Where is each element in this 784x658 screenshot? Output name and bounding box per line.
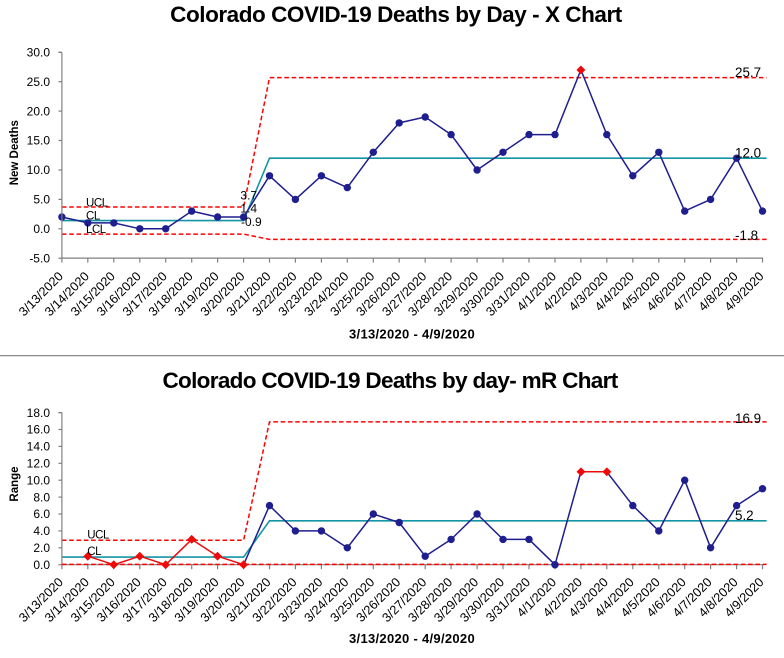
svg-text:15.0: 15.0 xyxy=(27,134,51,148)
svg-text:6.0: 6.0 xyxy=(33,507,50,521)
svg-text:3/13/2020 - 4/9/2020: 3/13/2020 - 4/9/2020 xyxy=(349,327,475,342)
svg-text:20.0: 20.0 xyxy=(27,104,51,118)
svg-text:12.0: 12.0 xyxy=(735,146,761,161)
svg-text:4.0: 4.0 xyxy=(33,524,50,538)
svg-text:LCL: LCL xyxy=(86,224,107,236)
svg-text:1.4: 1.4 xyxy=(240,202,257,216)
svg-text:18.0: 18.0 xyxy=(27,406,51,420)
svg-text:10.0: 10.0 xyxy=(27,163,51,177)
svg-text:-5.0: -5.0 xyxy=(29,251,50,265)
svg-text:-1.8: -1.8 xyxy=(735,228,758,243)
svg-text:12.0: 12.0 xyxy=(27,457,51,471)
svg-text:10.0: 10.0 xyxy=(27,473,51,487)
svg-text:3/13/2020 - 4/9/2020: 3/13/2020 - 4/9/2020 xyxy=(349,631,475,646)
svg-text:5.2: 5.2 xyxy=(735,508,754,523)
svg-text:2.0: 2.0 xyxy=(33,541,50,555)
svg-text:25.7: 25.7 xyxy=(735,65,761,80)
svg-text:16.0: 16.0 xyxy=(27,423,51,437)
svg-text:16.9: 16.9 xyxy=(735,411,761,426)
svg-text:5.0: 5.0 xyxy=(33,193,50,207)
svg-text:UCL: UCL xyxy=(87,530,110,542)
svg-text:CL: CL xyxy=(87,546,102,558)
svg-text:Range: Range xyxy=(9,466,21,501)
svg-text:New Deaths: New Deaths xyxy=(9,120,21,185)
svg-text:Colorado COVID-19 Deaths by Da: Colorado COVID-19 Deaths by Day - X Char… xyxy=(170,2,623,27)
svg-text:-0.9: -0.9 xyxy=(241,215,262,229)
svg-text:3.7: 3.7 xyxy=(240,188,257,202)
svg-text:0.0: 0.0 xyxy=(33,222,50,236)
svg-text:8.0: 8.0 xyxy=(33,490,50,504)
svg-text:UCL: UCL xyxy=(86,197,109,209)
svg-text:25.0: 25.0 xyxy=(27,75,51,89)
svg-text:CL: CL xyxy=(86,211,101,223)
svg-text:0.0: 0.0 xyxy=(33,558,50,572)
svg-text:30.0: 30.0 xyxy=(27,45,51,59)
svg-text:Colorado COVID-19 Deaths by da: Colorado COVID-19 Deaths by day- mR Char… xyxy=(162,368,618,393)
svg-text:14.0: 14.0 xyxy=(27,440,51,454)
